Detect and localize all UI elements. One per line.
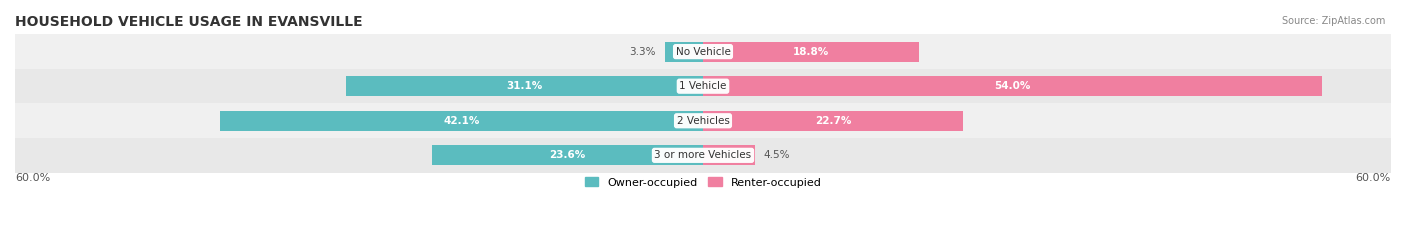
Bar	[433, 145, 703, 165]
Text: 42.1%: 42.1%	[443, 116, 479, 126]
Text: 60.0%: 60.0%	[1355, 173, 1391, 183]
Text: No Vehicle: No Vehicle	[675, 47, 731, 57]
Bar	[665, 42, 703, 62]
Bar	[346, 76, 703, 96]
Bar	[221, 111, 703, 131]
Bar	[703, 145, 755, 165]
Bar	[703, 111, 963, 131]
Text: 31.1%: 31.1%	[506, 81, 543, 91]
Bar	[703, 76, 1322, 96]
Text: 3.3%: 3.3%	[630, 47, 657, 57]
Text: 23.6%: 23.6%	[550, 150, 586, 160]
Text: 3 or more Vehicles: 3 or more Vehicles	[654, 150, 752, 160]
Text: HOUSEHOLD VEHICLE USAGE IN EVANSVILLE: HOUSEHOLD VEHICLE USAGE IN EVANSVILLE	[15, 15, 363, 29]
Text: 1 Vehicle: 1 Vehicle	[679, 81, 727, 91]
Text: 22.7%: 22.7%	[815, 116, 852, 126]
Bar	[15, 103, 1391, 138]
Text: 2 Vehicles: 2 Vehicles	[676, 116, 730, 126]
Bar	[703, 42, 918, 62]
Bar	[15, 34, 1391, 69]
Text: Source: ZipAtlas.com: Source: ZipAtlas.com	[1281, 16, 1385, 26]
Bar	[15, 138, 1391, 173]
Text: 18.8%: 18.8%	[793, 47, 830, 57]
Text: 60.0%: 60.0%	[15, 173, 51, 183]
Text: 54.0%: 54.0%	[994, 81, 1031, 91]
Bar	[15, 69, 1391, 103]
Text: 4.5%: 4.5%	[763, 150, 790, 160]
Legend: Owner-occupied, Renter-occupied: Owner-occupied, Renter-occupied	[581, 173, 825, 192]
